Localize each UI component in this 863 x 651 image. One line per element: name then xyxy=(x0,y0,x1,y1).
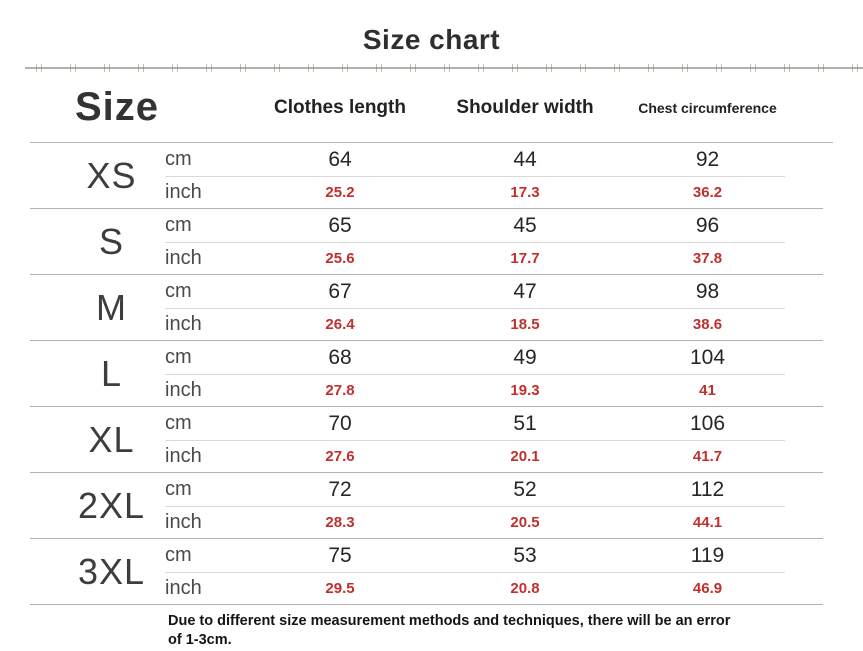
clothes-length-header: Clothes length xyxy=(274,96,406,118)
group-divider xyxy=(30,538,823,539)
shoulder-width-inch: 18.5 xyxy=(510,316,540,333)
shoulder-width-header: Shoulder width xyxy=(456,96,594,118)
clothes-length-inch: 25.6 xyxy=(325,250,355,267)
size-group-2xl: 2XL cm 72 52 112 inch 28.3 20.5 44.1 xyxy=(30,473,823,539)
chest-circumference-cm: 104 xyxy=(689,345,726,369)
group-divider xyxy=(30,406,823,407)
divider-ticks xyxy=(25,64,863,72)
size-group-xl: XL cm 70 51 106 inch 27.6 20.1 41.7 xyxy=(30,407,823,473)
chest-circumference-inch: 46.9 xyxy=(692,580,723,597)
chest-circumference-cm: 98 xyxy=(695,279,720,303)
size-column-header: Size xyxy=(75,85,160,129)
row-divider xyxy=(165,572,785,573)
unit-label-cm: cm xyxy=(165,478,192,500)
clothes-length-inch: 28.3 xyxy=(325,514,355,531)
chest-circumference-inch: 38.6 xyxy=(692,316,723,333)
unit-label-cm: cm xyxy=(165,412,192,434)
chest-circumference-inch: 41.7 xyxy=(692,448,723,465)
unit-label-cm: cm xyxy=(165,214,192,236)
size-label: S xyxy=(98,221,124,262)
size-group-3xl: 3XL cm 75 53 119 inch 29.5 20.8 46.9 xyxy=(30,539,823,605)
clothes-length-inch: 26.4 xyxy=(325,316,355,333)
chest-circumference-inch: 37.8 xyxy=(692,250,723,267)
size-label: XS xyxy=(86,155,137,196)
unit-label-cm: cm xyxy=(165,346,192,368)
row-divider xyxy=(165,374,785,375)
chest-circumference-header: Chest circumference xyxy=(638,99,777,116)
size-group-xs: XS cm 64 44 92 inch 25.2 17.3 36.2 xyxy=(30,143,823,209)
size-group-s: S cm 65 45 96 inch 25.6 17.7 37.8 xyxy=(30,209,823,275)
size-group-m: M cm 67 47 98 inch 26.4 18.5 38.6 xyxy=(30,275,823,341)
size-label: 2XL xyxy=(77,485,146,526)
size-label: M xyxy=(96,287,127,328)
clothes-length-inch: 29.5 xyxy=(325,580,355,597)
row-divider xyxy=(165,176,785,177)
row-divider xyxy=(165,242,785,243)
size-group-l: L cm 68 49 104 inch 27.8 19.3 41 xyxy=(30,341,823,407)
chest-circumference-cm: 106 xyxy=(689,411,726,435)
unit-label-inch: inch xyxy=(165,577,202,599)
page-title: Size chart xyxy=(362,24,501,55)
clothes-length-cm: 72 xyxy=(328,477,352,501)
chest-circumference-cm: 92 xyxy=(695,147,720,171)
measurement-error-note: Due to different size measurement method… xyxy=(168,613,731,648)
shoulder-width-cm: 52 xyxy=(513,477,537,501)
chest-circumference-inch: 44.1 xyxy=(692,514,723,531)
clothes-length-inch: 27.6 xyxy=(325,448,355,465)
clothes-length-inch: 27.8 xyxy=(325,382,355,399)
unit-label-cm: cm xyxy=(165,280,192,302)
shoulder-width-inch: 20.1 xyxy=(510,448,540,465)
unit-label-inch: inch xyxy=(165,313,202,335)
unit-label-cm: cm xyxy=(165,148,192,170)
shoulder-width-cm: 51 xyxy=(513,411,537,435)
shoulder-width-inch: 20.8 xyxy=(510,580,540,597)
shoulder-width-inch: 17.7 xyxy=(510,250,540,267)
shoulder-width-cm: 45 xyxy=(513,213,537,237)
row-divider xyxy=(165,308,785,309)
header-divider xyxy=(30,142,833,143)
unit-label-cm: cm xyxy=(165,544,192,566)
unit-label-inch: inch xyxy=(165,181,202,203)
chest-circumference-cm: 112 xyxy=(690,477,725,501)
shoulder-width-cm: 47 xyxy=(513,279,537,303)
shoulder-width-cm: 44 xyxy=(513,147,537,171)
title-block: Size chart xyxy=(0,0,863,62)
row-divider xyxy=(165,440,785,441)
clothes-length-cm: 75 xyxy=(328,543,352,567)
clothes-length-cm: 68 xyxy=(328,345,352,369)
stitched-divider xyxy=(25,64,863,72)
group-divider xyxy=(30,472,823,473)
unit-label-inch: inch xyxy=(165,445,202,467)
clothes-length-inch: 25.2 xyxy=(325,184,355,201)
chest-circumference-inch: 41 xyxy=(699,382,716,399)
size-label: XL xyxy=(88,419,135,460)
size-label: 3XL xyxy=(77,551,146,592)
clothes-length-cm: 65 xyxy=(328,213,352,237)
clothes-length-cm: 70 xyxy=(328,411,352,435)
shoulder-width-inch: 19.3 xyxy=(510,382,540,399)
unit-label-inch: inch xyxy=(165,379,202,401)
group-divider xyxy=(30,604,823,605)
chest-circumference-inch: 36.2 xyxy=(692,184,723,201)
chest-circumference-cm: 119 xyxy=(690,543,725,567)
group-divider xyxy=(30,274,823,275)
size-label: L xyxy=(100,353,123,394)
shoulder-width-cm: 49 xyxy=(513,345,537,369)
shoulder-width-cm: 53 xyxy=(513,543,537,567)
chest-circumference-cm: 96 xyxy=(695,213,720,237)
clothes-length-cm: 64 xyxy=(328,147,352,171)
unit-label-inch: inch xyxy=(165,511,202,533)
row-divider xyxy=(165,506,785,507)
table-header-row: Size Clothes length Shoulder width Chest… xyxy=(30,72,833,143)
clothes-length-cm: 67 xyxy=(328,279,352,303)
group-divider xyxy=(30,340,823,341)
shoulder-width-inch: 17.3 xyxy=(510,184,540,201)
group-divider xyxy=(30,208,823,209)
unit-label-inch: inch xyxy=(165,247,202,269)
shoulder-width-inch: 20.5 xyxy=(510,514,540,531)
